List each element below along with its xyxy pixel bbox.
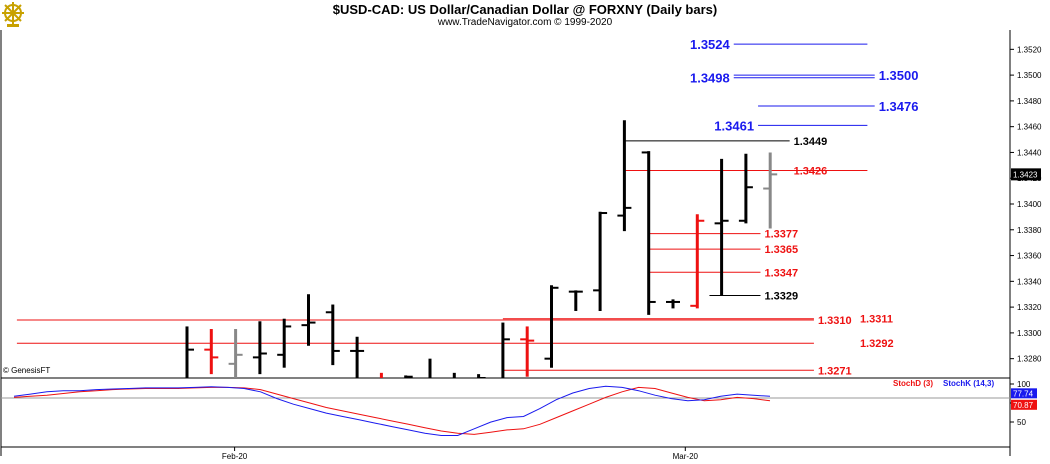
stoch-last-label: 70.87 — [1013, 401, 1034, 410]
ohlc-bar — [690, 214, 705, 309]
ohlc-bar — [204, 329, 219, 375]
level-label: 1.3449 — [794, 136, 828, 148]
ohlc-bar — [666, 299, 680, 309]
ohlc-bar — [641, 151, 656, 315]
price-tick-label: 1.3500 — [1017, 71, 1042, 80]
chart-title: $USD-CAD: US Dollar/Canadian Dollar @ FO… — [332, 2, 718, 17]
ohlc-bar — [185, 326, 194, 378]
ohlc-bar — [763, 152, 778, 229]
ohlc-bar — [350, 336, 365, 378]
price-tick-label: 1.3360 — [1017, 252, 1042, 261]
price-tick-label: 1.3320 — [1017, 303, 1042, 312]
stoch-last-label: 77.74 — [1013, 389, 1034, 398]
ohlc-bar — [325, 304, 340, 366]
level-label: 1.3310 — [818, 315, 852, 327]
ohlc-bar — [520, 326, 535, 377]
stoch-series-line — [13, 385, 771, 436]
ohlc-bar — [228, 329, 243, 378]
ohlc-bar — [301, 294, 316, 346]
ohlc-bar — [501, 322, 510, 378]
time-tick-label: Feb-20 — [222, 452, 248, 461]
level-label: 1.3271 — [818, 365, 852, 377]
last-price-label: 1.3423 — [1013, 170, 1038, 179]
time-axis-ticks: Feb-20 Mar-20 — [222, 447, 699, 461]
level-label: 1.3498 — [690, 71, 730, 86]
price-tick-label: 1.3440 — [1017, 148, 1042, 157]
level-label: 1.3476 — [879, 99, 919, 114]
level-label: 1.3347 — [764, 267, 798, 279]
level-label: 1.3329 — [764, 291, 798, 303]
stoch-last-box — [1011, 388, 1037, 399]
ohlc-bar — [428, 358, 432, 378]
watermark: © GenesisFT — [3, 366, 51, 375]
stoch-last-box — [1011, 399, 1037, 410]
last-price-marker: 1.3423 — [1011, 168, 1041, 181]
ohlc-bar — [617, 120, 632, 232]
price-tick-label: 1.3480 — [1017, 97, 1042, 106]
chart-subtitle: www.TradeNavigator.com © 1999-2020 — [437, 17, 613, 28]
ohlc-bar — [252, 321, 267, 375]
last-price-box — [1011, 168, 1041, 181]
ohlc-bar — [714, 158, 729, 296]
ohlc-bar — [738, 153, 753, 224]
level-labels: 1.3524 1.3498 1.3500 1.3476 1.3461 1.3449 1.34… — [690, 37, 918, 377]
price-tick-label: 1.3280 — [1017, 355, 1042, 364]
ohlc-bar — [379, 372, 383, 378]
price-tick-label: 1.3300 — [1017, 329, 1042, 338]
level-label: 1.3426 — [794, 165, 828, 177]
level-label: 1.3500 — [879, 68, 919, 83]
legend-stochd: StochD (3) — [893, 379, 933, 388]
time-tick-label: Mar-20 — [673, 452, 699, 461]
ohlc-bars — [185, 120, 778, 378]
level-label: 1.3461 — [714, 118, 754, 133]
ohlc-bar — [544, 285, 559, 368]
stoch-tick-label: 100 — [1017, 380, 1031, 389]
ship-wheel-logo-icon — [2, 2, 24, 28]
price-tick-label: 1.3400 — [1017, 200, 1042, 209]
ohlc-bar — [593, 211, 608, 311]
ohlc-bar — [477, 374, 486, 378]
ohlc-bar — [277, 318, 292, 368]
level-label: 1.3292 — [860, 338, 894, 350]
ohlc-bar — [452, 372, 456, 378]
price-axis-ticks: 1.35201.35001.34801.34601.34401.34201.34… — [1010, 45, 1042, 364]
stoch-series-line — [13, 386, 771, 435]
level-label: 1.3311 — [860, 314, 893, 326]
ohlc-bar — [404, 375, 413, 378]
price-tick-label: 1.3520 — [1017, 45, 1042, 54]
ohlc-bar — [568, 290, 583, 311]
price-tick-label: 1.3380 — [1017, 226, 1042, 235]
price-tick-label: 1.3460 — [1017, 123, 1042, 132]
level-label: 1.3524 — [690, 37, 731, 52]
legend-stochk: StochK (14,3) — [943, 379, 994, 388]
level-lines — [16, 43, 875, 371]
level-label: 1.3377 — [764, 229, 798, 241]
stoch-tick-label: 50 — [1017, 418, 1026, 427]
price-tick-label: 1.3340 — [1017, 277, 1042, 286]
level-label: 1.3365 — [764, 244, 798, 256]
